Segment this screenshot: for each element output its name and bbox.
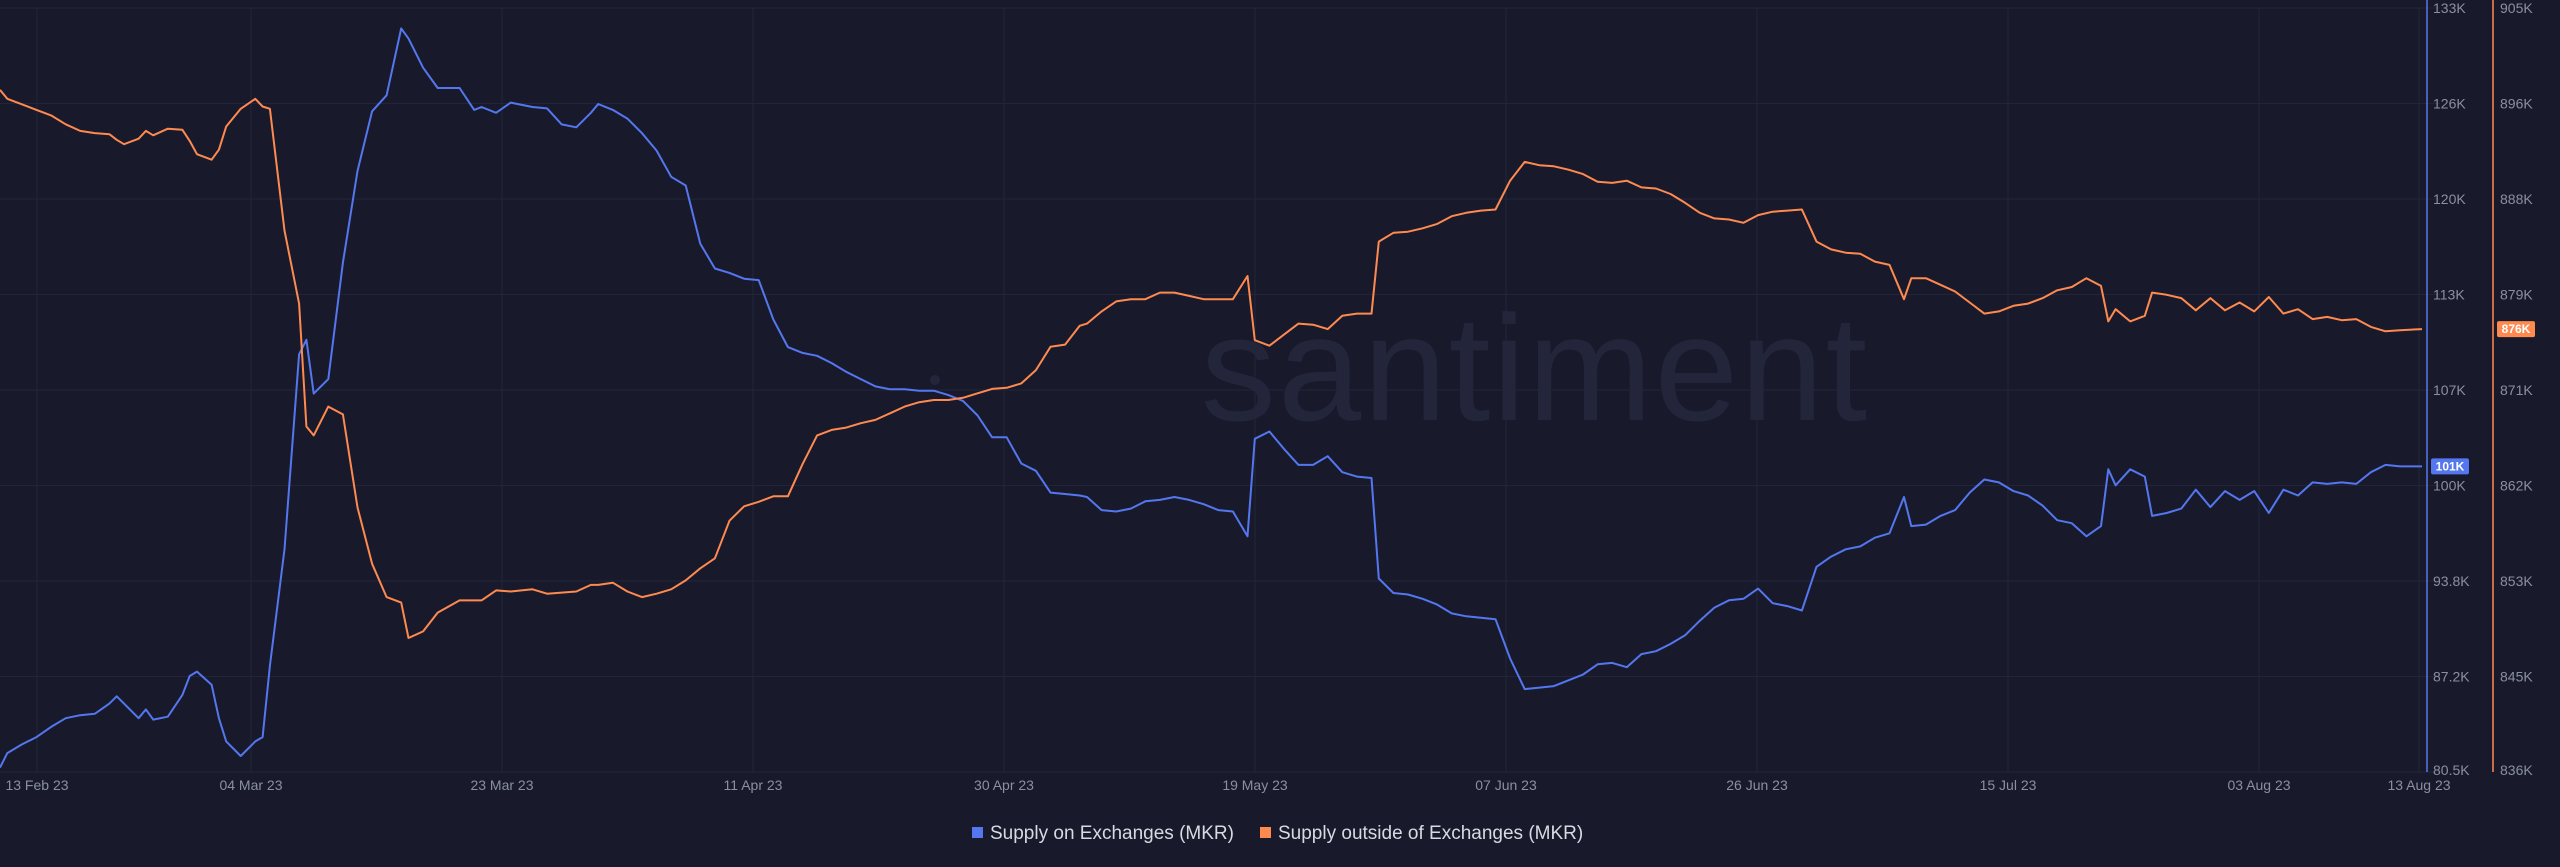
left-axis-ticks: 133K 126K 120K 113K 107K 100K 93.8K 87.2K 80.5K [2433, 0, 2470, 778]
legend-swatch-supply-outside [1260, 827, 1271, 838]
watermark-text: santiment [1201, 284, 1869, 452]
x-axis-tick-label: 15 Jul 23 [1980, 777, 2037, 793]
badge-supply-on [2431, 458, 2469, 475]
series-line-supply-outside [0, 89, 2423, 639]
x-axis-tick-label: 13 Aug 23 [2387, 777, 2450, 793]
current-value-badges: 101K 876K [2431, 321, 2535, 475]
x-axis-tick-label: 26 Jun 23 [1726, 777, 1788, 793]
series-layer [0, 27, 2423, 769]
left-axis-tick-label: 80.5K [2433, 762, 2470, 778]
left-axis-tick-label: 100K [2433, 478, 2466, 494]
x-axis-tick-label: 11 Apr 23 [724, 777, 783, 793]
legend-label-supply-outside: Supply outside of Exchanges (MKR) [1278, 823, 1583, 844]
right-axis-tick-label: 879K [2500, 287, 2533, 303]
badge-supply-outside-text: 876K [2502, 322, 2531, 336]
x-axis-tick-label: 23 Mar 23 [470, 777, 533, 793]
right-axis-ticks: 905K 896K 888K 879K 871K 862K 853K 845K 836K [2500, 0, 2533, 778]
legend: Supply on Exchanges (MKR) Supply outside… [972, 823, 1583, 844]
legend-label-supply-on: Supply on Exchanges (MKR) [990, 823, 1234, 844]
right-axis-tick-label: 871K [2500, 382, 2533, 398]
series-line-supply-on [0, 27, 2422, 769]
right-axis-tick-label: 896K [2500, 96, 2533, 112]
legend-swatch-supply-on [972, 827, 983, 838]
watermark-dot-right [1587, 375, 1597, 385]
left-axis-tick-label: 120K [2433, 191, 2466, 207]
left-axis-tick-label: 113K [2433, 287, 2465, 303]
right-axis-tick-label: 853K [2500, 573, 2533, 589]
left-axis-tick-label: 133K [2433, 0, 2466, 16]
x-axis-ticks: 13 Feb 23 04 Mar 23 23 Mar 23 11 Apr 23 30 A… [5, 777, 2450, 793]
right-axis-tick-label: 845K [2500, 669, 2533, 685]
badge-supply-outside [2497, 321, 2535, 338]
x-axis-tick-label: 30 Apr 23 [974, 777, 1034, 793]
right-axis-tick-label: 888K [2500, 191, 2533, 207]
x-axis-tick-label: 13 Feb 23 [5, 777, 68, 793]
x-axis-tick-label: 19 May 23 [1222, 777, 1288, 793]
left-axis-tick-label: 126K [2433, 96, 2466, 112]
right-axis-tick-label: 836K [2500, 762, 2533, 778]
left-axis-tick-label: 93.8K [2433, 573, 2470, 589]
left-axis-tick-label: 107K [2433, 382, 2466, 398]
right-axis-tick-label: 862K [2500, 478, 2533, 494]
x-axis-tick-label: 07 Jun 23 [1475, 777, 1537, 793]
x-axis-tick-label: 03 Aug 23 [2227, 777, 2290, 793]
x-axis-tick-label: 04 Mar 23 [219, 777, 282, 793]
watermark-dot-left [930, 375, 940, 385]
legend-item-supply-on[interactable]: Supply on Exchanges (MKR) [972, 823, 1234, 844]
badge-supply-on-text: 101K [2436, 459, 2465, 473]
left-axis-tick-label: 87.2K [2433, 669, 2470, 685]
grid [0, 7, 2440, 773]
right-axis-tick-label: 905K [2500, 0, 2533, 16]
legend-item-supply-outside[interactable]: Supply outside of Exchanges (MKR) [1260, 823, 1583, 844]
